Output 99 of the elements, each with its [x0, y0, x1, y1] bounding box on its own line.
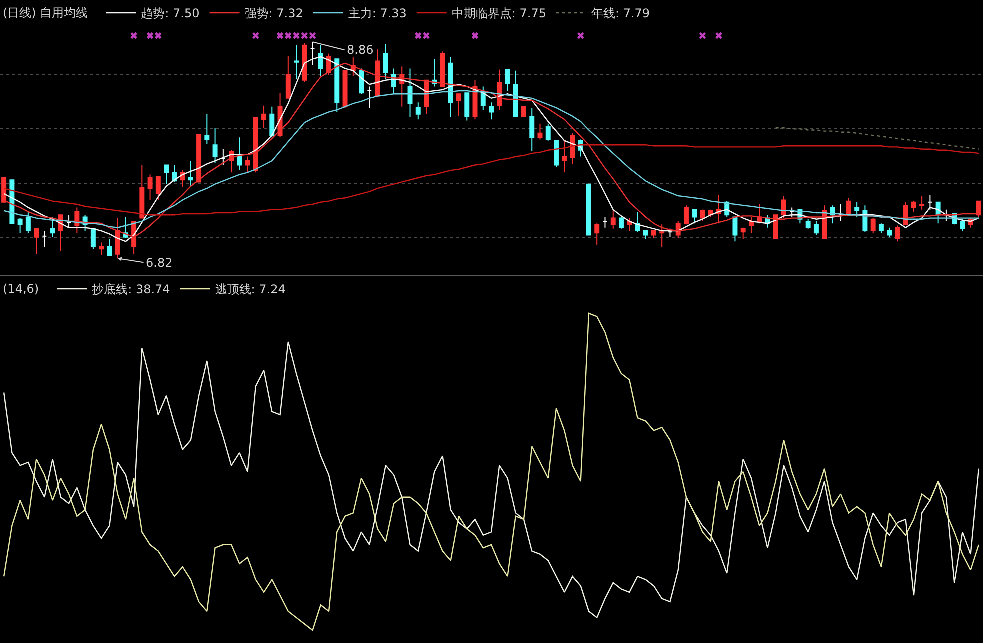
candlestick: [838, 204, 844, 222]
legend-label: 中期临界点: 7.75: [452, 6, 546, 21]
candlestick: [416, 102, 421, 120]
candlestick: [586, 184, 592, 236]
legend-label: 趋势: 7.50: [141, 6, 200, 21]
candlestick: [440, 51, 446, 88]
candlestick: [748, 216, 754, 234]
candlestick: [302, 42, 308, 83]
candlestick: [895, 225, 900, 242]
candlestick: [700, 209, 706, 222]
annotation: 8.86: [347, 43, 374, 57]
candlestick: [294, 44, 300, 80]
candlestick: [270, 106, 275, 138]
candlestick: [156, 176, 161, 201]
candlestick: [676, 220, 681, 239]
candlestick: [42, 230, 48, 248]
candlestick: [814, 220, 819, 236]
candlestick: [489, 102, 494, 120]
candlestick: [18, 218, 23, 234]
candlestick: [26, 211, 31, 234]
candlestick: [773, 214, 778, 239]
candlestick: [220, 148, 226, 166]
candlestick: [602, 216, 608, 228]
candlestick: [34, 228, 40, 255]
candlestick: [538, 123, 543, 140]
candlestick: [245, 156, 250, 174]
candlestick: [196, 134, 202, 183]
candlestick: [692, 209, 698, 224]
candlestick: [237, 137, 242, 172]
candlestick: [790, 207, 795, 218]
candlestick: [530, 107, 535, 152]
candlestick: [99, 242, 104, 256]
candlestick: [204, 114, 210, 145]
candlestick: [594, 223, 600, 246]
candlestick: [732, 216, 738, 242]
candlestick: [928, 194, 933, 210]
candlestick: [2, 177, 7, 203]
candlestick: [920, 196, 925, 210]
candlestick: [562, 140, 568, 174]
candlestick: [456, 94, 462, 117]
candlestick: [107, 239, 112, 258]
chart-title: (14,6): [3, 282, 40, 296]
chart-title: (日线) 自用均线: [3, 6, 88, 20]
candlestick: [66, 214, 72, 228]
candlestick: [148, 174, 153, 201]
candlestick: [806, 218, 811, 230]
candlestick: [627, 218, 632, 232]
candlestick: [757, 204, 762, 224]
candlestick: [887, 227, 892, 238]
candlestick: [960, 218, 966, 232]
candlestick: [448, 56, 454, 118]
candlestick: [546, 123, 551, 142]
candlestick: [554, 140, 559, 168]
candlestick: [781, 196, 786, 219]
candlestick: [643, 230, 648, 240]
candlestick: [854, 202, 860, 218]
candlestick: [140, 164, 145, 219]
candlestick: [610, 210, 616, 230]
legend-label: 主力: 7.33: [348, 6, 407, 21]
candlestick: [90, 228, 96, 250]
candlestick: [618, 216, 624, 230]
candlestick: [172, 164, 178, 183]
candlestick: [651, 230, 656, 239]
candlestick: [830, 205, 836, 224]
candlestick: [870, 218, 876, 234]
candlestick: [383, 44, 388, 80]
candlestick: [367, 86, 372, 108]
candlestick: [188, 160, 194, 187]
candlestick: [464, 92, 470, 122]
candlestick: [262, 105, 267, 129]
candlestick: [846, 198, 852, 216]
candlestick: [878, 223, 884, 234]
annotation: 6.82: [146, 256, 173, 270]
candlestick: [522, 106, 526, 118]
candlestick: [334, 58, 340, 113]
candlestick: [668, 228, 673, 238]
candlestick: [342, 70, 348, 108]
candlestick: [976, 200, 982, 218]
candlestick: [408, 68, 413, 118]
legend-label: 逃顶线: 7.24: [215, 282, 286, 297]
candlestick: [212, 128, 218, 164]
candlestick: [359, 68, 364, 95]
candlestick: [164, 164, 170, 185]
candlestick: [740, 227, 746, 240]
candlestick: [253, 117, 258, 174]
candlestick: [911, 200, 916, 212]
candlestick: [50, 216, 56, 238]
candlestick: [318, 44, 324, 77]
legend-label: 年线: 7.79: [591, 6, 650, 21]
candlestick: [505, 69, 510, 92]
legend-label: 强势: 7.32: [244, 6, 304, 21]
candlestick: [660, 224, 665, 248]
candlestick: [862, 205, 868, 233]
candlestick: [375, 49, 380, 97]
candlestick: [684, 205, 689, 226]
candlestick: [286, 55, 291, 99]
candlestick: [480, 86, 486, 111]
legend-label: 抄底线: 38.74: [92, 282, 170, 297]
candlestick: [513, 70, 518, 118]
